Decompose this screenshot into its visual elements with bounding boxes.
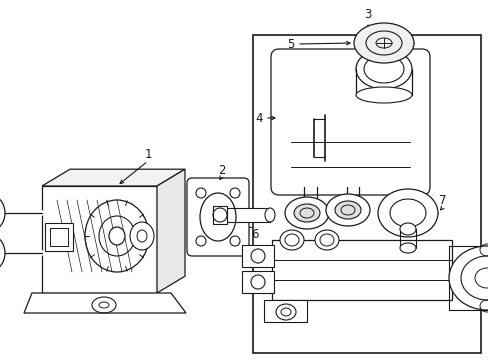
Ellipse shape [355,49,411,89]
Ellipse shape [448,246,488,310]
Ellipse shape [399,223,415,235]
Ellipse shape [0,195,5,231]
Polygon shape [226,208,269,222]
Polygon shape [42,186,157,293]
Bar [271,240,451,300]
Ellipse shape [130,222,154,250]
Ellipse shape [334,201,360,219]
Text: 5: 5 [287,37,294,50]
Text: 1: 1 [144,148,151,162]
Ellipse shape [377,189,437,237]
Polygon shape [157,169,184,293]
Ellipse shape [325,194,369,226]
Text: 6: 6 [251,228,258,240]
Polygon shape [24,293,185,313]
Text: 4: 4 [255,112,262,125]
Ellipse shape [399,243,415,253]
Ellipse shape [314,230,338,250]
Ellipse shape [109,227,125,245]
Ellipse shape [264,208,274,222]
Text: 7: 7 [438,194,446,207]
Ellipse shape [353,23,413,63]
Bar [252,35,480,353]
Polygon shape [42,169,184,186]
Polygon shape [213,206,226,224]
Bar [50,228,68,246]
Bar [242,271,273,293]
Text: 2: 2 [218,163,225,176]
Ellipse shape [0,235,5,271]
Ellipse shape [285,197,328,229]
FancyBboxPatch shape [270,49,429,195]
Bar [242,245,273,267]
Text: 3: 3 [364,8,371,21]
Bar [45,223,73,251]
Ellipse shape [355,87,411,103]
Ellipse shape [293,204,319,222]
FancyBboxPatch shape [186,178,248,256]
Polygon shape [264,300,306,322]
Ellipse shape [280,230,304,250]
